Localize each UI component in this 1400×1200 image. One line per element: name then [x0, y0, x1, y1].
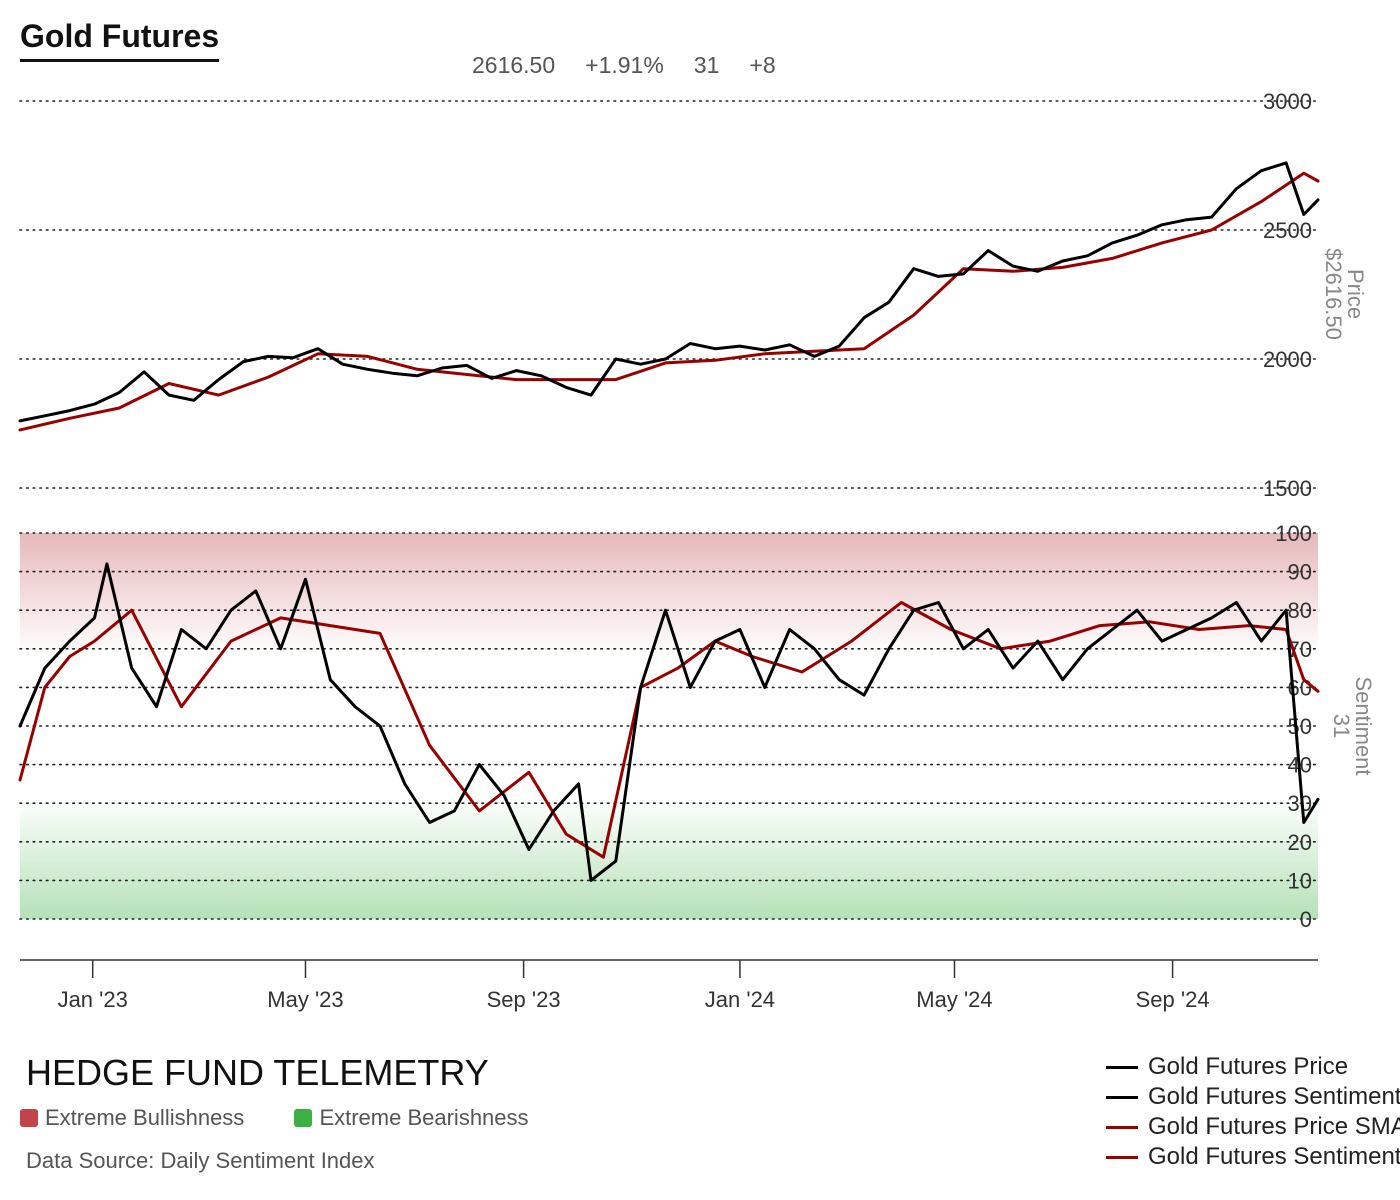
legend-label: Gold Futures Sentiment — [1148, 1083, 1400, 1110]
price-tick-label: 1500 — [1263, 476, 1312, 501]
bear-swatch — [294, 1109, 313, 1127]
x-tick-label: Jan '24 — [705, 987, 775, 1012]
legend-line — [1106, 1155, 1138, 1159]
current-sentiment: 31 — [693, 52, 720, 78]
x-tick-label: Sep '23 — [487, 987, 561, 1012]
zone-legend-bull: Extreme Bullishness — [20, 1105, 244, 1131]
price-tick-label: 2000 — [1263, 347, 1312, 372]
sentiment-axis-value: 31 — [1329, 714, 1354, 738]
price-tick-label: 3000 — [1263, 89, 1312, 114]
price-sma-line — [18, 171, 1320, 432]
current-price: 2616.50 — [472, 52, 556, 78]
sentiment-sma-line — [18, 601, 1320, 859]
sentiment-tick-label: 10 — [1288, 868, 1312, 893]
sentiment-tick-label: 80 — [1288, 598, 1312, 623]
price-axis-value: $2616.50 — [1321, 248, 1346, 340]
chart-title: Gold Futures — [20, 18, 220, 62]
bull-swatch — [20, 1109, 38, 1127]
data-source: Data Source: Daily Sentiment Index — [26, 1148, 375, 1173]
price-panel: 1500 2000 2500 3000 Price $2616.50 — [18, 89, 1368, 501]
brand-name: HEDGE FUND TELEMETRY — [26, 1052, 489, 1093]
legend-item-sentiment-sma: Gold Futures Sentiment SMA — [1106, 1142, 1400, 1172]
x-axis: Jan '23 May '23 Sep '23 Jan '24 May '24 Sep '… — [20, 959, 1318, 1012]
sentiment-tick-label: 100 — [1275, 521, 1312, 546]
zone-legend: Extreme Bullishness Extreme Bearishness — [20, 1105, 573, 1133]
sentiment-tick-label: 90 — [1288, 560, 1312, 585]
legend-label: Gold Futures Sentiment SMA — [1148, 1143, 1400, 1170]
zone-bull-label: Extreme Bullishness — [45, 1105, 245, 1130]
x-tick-label: Sep '24 — [1136, 987, 1210, 1012]
sentiment-series-group — [18, 562, 1320, 882]
x-tick-label: Jan '23 — [58, 987, 128, 1012]
sentiment-change: +8 — [749, 52, 776, 78]
legend-line — [1106, 1095, 1138, 1099]
price-line — [18, 161, 1320, 423]
series-legend: Gold Futures Price Gold Futures Sentimen… — [1106, 1052, 1400, 1172]
price-tick-label: 2500 — [1263, 218, 1312, 243]
legend-label: Gold Futures Price — [1148, 1053, 1349, 1080]
sentiment-tick-label: 50 — [1288, 714, 1312, 739]
bearish-zone-band — [20, 803, 1318, 919]
legend-line — [1106, 1065, 1138, 1069]
price-axis-label: Price — [1343, 269, 1368, 319]
legend-label: Gold Futures Price SMA — [1148, 1113, 1400, 1140]
x-tick-label: May '23 — [267, 987, 343, 1012]
sentiment-tick-label: 0 — [1300, 907, 1312, 932]
price-series-group — [18, 161, 1320, 432]
price-change-percent: +1.91% — [585, 52, 664, 78]
sentiment-tick-label: 20 — [1288, 830, 1312, 855]
sentiment-tick-label: 30 — [1288, 791, 1312, 816]
bullish-zone-band — [20, 533, 1318, 649]
legend-item-sentiment: Gold Futures Sentiment — [1106, 1082, 1400, 1112]
zone-bear-label: Extreme Bearishness — [319, 1105, 529, 1130]
legend-line — [1106, 1125, 1138, 1129]
zone-legend-bear: Extreme Bearishness — [294, 1105, 529, 1131]
legend-item-price-sma: Gold Futures Price SMA — [1106, 1112, 1400, 1142]
legend-item-price: Gold Futures Price — [1106, 1052, 1400, 1082]
price-grid: 1500 2000 2500 3000 — [19, 89, 1319, 501]
stats-bar: 2616.50 +1.91% 31 +8 — [472, 52, 806, 79]
sentiment-axis-label: Sentiment — [1351, 676, 1376, 775]
x-tick-label: May '24 — [916, 987, 992, 1012]
sentiment-line — [18, 562, 1320, 882]
